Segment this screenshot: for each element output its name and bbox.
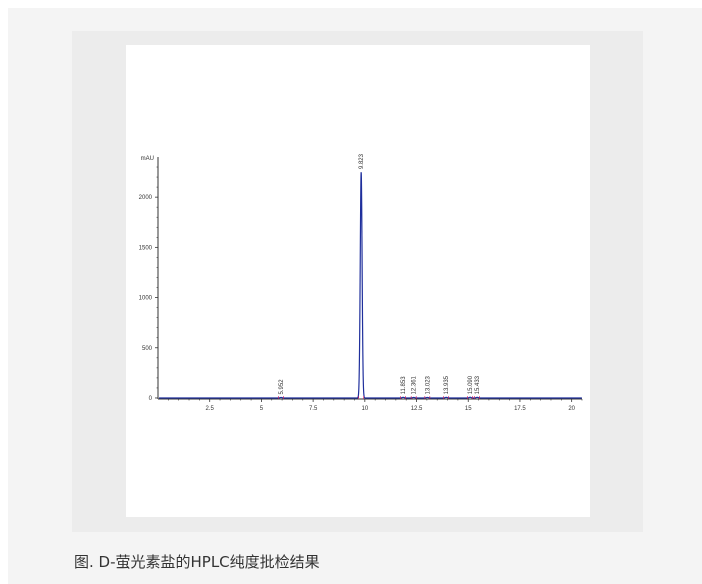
y-tick-label: 1000 (139, 296, 153, 302)
figure-caption: 图. D-萤光素盐的HPLC纯度批检结果 (74, 553, 320, 571)
chart-axes: mAU 0 500 1000 1500 2000 2.5 5 7.5 10 12.5 15 17.5 20 (139, 156, 583, 412)
x-tick-label: 17.5 (514, 406, 526, 412)
y-tick-label: 0 (149, 396, 153, 402)
peak-label: 9.823 (359, 153, 365, 169)
y-axis-label: mAU (141, 156, 154, 162)
y-tick-label: 2000 (139, 195, 153, 201)
peak-label: 15.090 (468, 375, 474, 394)
chromatogram-panel (126, 45, 590, 517)
peak-label: 12.361 (412, 375, 418, 394)
peak-label: 15.433 (475, 375, 481, 394)
peak-label: 13.935 (444, 375, 450, 394)
x-tick-label: 5 (260, 406, 264, 412)
peak-label: 11.853 (401, 376, 407, 395)
x-tick-label: 7.5 (309, 406, 318, 412)
y-tick-label: 500 (142, 346, 153, 352)
chromatogram-trace (159, 172, 582, 399)
x-tick-label: 12.5 (411, 406, 423, 412)
chart-marks: 5.952 9.823 11.853 12.361 13.023 13.935 15.090… (159, 153, 582, 399)
x-tick-label: 10 (361, 406, 368, 412)
peak-label: 5.952 (279, 379, 285, 395)
hplc-chromatogram: mAU 0 500 1000 1500 2000 2.5 5 7.5 10 12.5 15 17.5 20… (139, 153, 583, 412)
x-tick-label: 20 (568, 406, 575, 412)
y-tick-label: 1500 (139, 245, 153, 251)
x-tick-label: 2.5 (206, 406, 215, 412)
x-tick-label: 15 (465, 406, 472, 412)
peak-label: 13.023 (425, 375, 431, 394)
